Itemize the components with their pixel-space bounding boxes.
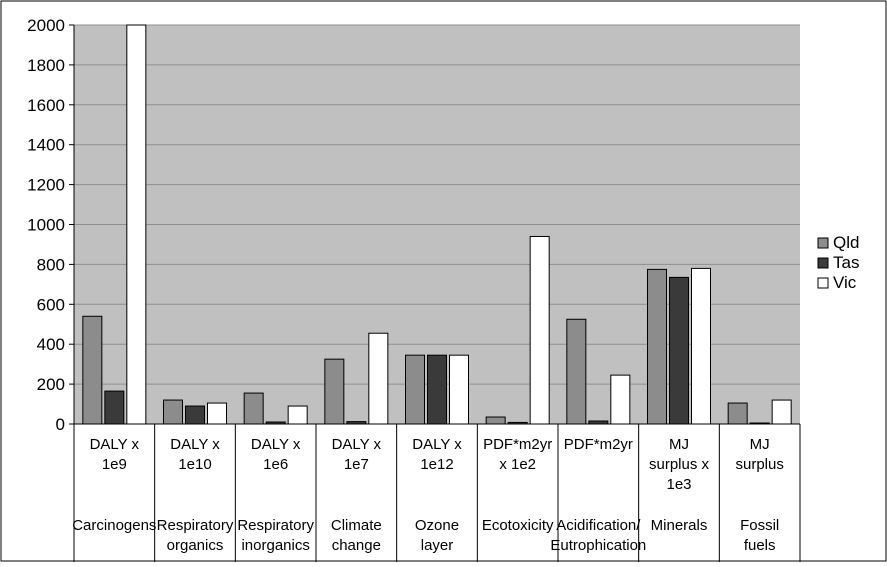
category-name-label: fuels (744, 537, 776, 554)
y-tick-label: 1800 (27, 56, 65, 75)
category-unit-label: MJ (669, 436, 689, 453)
y-tick-label: 1000 (27, 216, 65, 235)
category-name-label: Minerals (651, 517, 708, 534)
bar-vic-0 (126, 24, 147, 425)
category-unit-label: PDF*m2yr (483, 436, 552, 453)
category-name-label: inorganics (241, 537, 309, 554)
category-name-label: change (332, 537, 381, 554)
category-name-label: Acidification/ (556, 517, 641, 534)
category-unit-label: surplus (735, 456, 783, 473)
bar-tas-7 (669, 276, 689, 425)
bars (82, 24, 792, 425)
y-tick-label: 800 (37, 255, 65, 274)
y-tick-label: 200 (37, 375, 65, 394)
y-tick-label: 1600 (27, 96, 65, 115)
y-tick-label: 1400 (27, 136, 65, 155)
y-tick-label: 1200 (27, 176, 65, 195)
category-unit-label: DALY x (332, 436, 382, 453)
bar-tas-4 (427, 354, 447, 425)
category-unit-label: DALY x (412, 436, 462, 453)
legend-swatch-tas (817, 257, 829, 269)
category-name-label: layer (421, 537, 454, 554)
bar-qld-4 (405, 354, 425, 425)
axes (73, 25, 801, 562)
category-name-label: Respiratory (157, 517, 234, 534)
category-unit-label: x 1e2 (499, 456, 536, 473)
category-unit-label: 1e9 (102, 456, 127, 473)
y-tick-label: 400 (37, 335, 65, 354)
category-name-label: Climate (331, 517, 382, 534)
bar-qld-7 (647, 268, 667, 425)
category-name-label: Respiratory (237, 517, 314, 534)
category-unit-label: 1e3 (666, 476, 691, 493)
category-unit-label: DALY x (170, 436, 220, 453)
legend-swatch-qld (817, 237, 829, 249)
y-tick-label: 600 (37, 295, 65, 314)
category-labels: DALY x 1e9 Carcinogens DALY x 1e10 Respirator… (72, 436, 784, 554)
bar-tas-0 (104, 390, 125, 425)
category-name-label: Ozone (415, 517, 459, 534)
category-unit-label: 1e10 (178, 456, 211, 473)
category-unit-label: surplus x (649, 456, 710, 473)
y-tick-labels: 0 200 400 600 800 1000 1200 1400 1600 1800 2000 (27, 16, 65, 434)
category-unit-label: PDF*m2yr (564, 436, 633, 453)
y-tick-label: 0 (56, 415, 65, 434)
bar-vic-6 (610, 374, 631, 425)
bar-vic-5 (529, 235, 550, 425)
bar-vic-4 (449, 354, 469, 425)
category-name-label: Carcinogens (72, 517, 156, 534)
bar-qld-2 (243, 392, 264, 425)
category-unit-label: 1e12 (420, 456, 453, 473)
bar-vic-3 (368, 332, 389, 425)
bar-qld-6 (566, 318, 587, 425)
legend-label-vic: Vic (833, 273, 857, 292)
category-name-label: Ecotoxicity (482, 517, 554, 534)
bar-qld-5 (485, 416, 506, 425)
category-name-label: organics (167, 537, 224, 554)
category-name-label: Fossil (740, 517, 779, 534)
bar-tas-1 (185, 405, 205, 425)
category-unit-label: MJ (750, 436, 770, 453)
category-unit-label: DALY x (90, 436, 140, 453)
bar-vic-8 (771, 399, 792, 425)
bar-vic-2 (287, 405, 308, 425)
bar-qld-8 (727, 402, 748, 425)
bar-vic-7 (691, 267, 711, 425)
legend-swatch-vic (817, 277, 829, 289)
category-name-label: Eutrophication (550, 537, 646, 554)
bar-qld-3 (324, 358, 345, 425)
bar-vic-1 (207, 402, 227, 425)
category-unit-label: DALY x (251, 436, 301, 453)
legend-label-tas: Tas (833, 253, 859, 272)
category-unit-label: 1e7 (344, 456, 369, 473)
y-tick-label: 2000 (27, 16, 65, 35)
category-unit-label: 1e6 (263, 456, 288, 473)
bar-qld-0 (82, 315, 103, 425)
legend-label-qld: Qld (833, 233, 859, 252)
bar-qld-1 (163, 399, 183, 425)
